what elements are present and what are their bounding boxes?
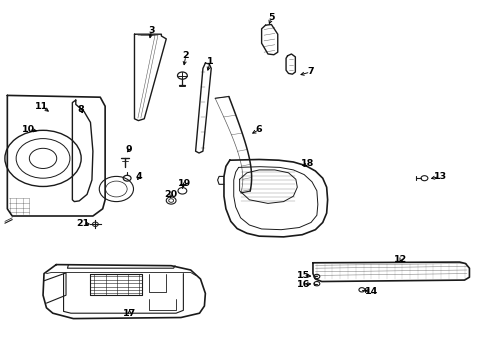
Text: 1: 1 — [206, 57, 213, 66]
Text: 3: 3 — [148, 26, 155, 35]
Text: 9: 9 — [125, 145, 132, 154]
Text: 11: 11 — [35, 102, 48, 111]
Text: 14: 14 — [364, 287, 378, 296]
Text: 5: 5 — [267, 13, 274, 22]
Text: 19: 19 — [178, 179, 191, 188]
Text: 6: 6 — [255, 125, 262, 134]
Text: 2: 2 — [182, 51, 189, 60]
Text: 16: 16 — [296, 280, 309, 289]
Text: 15: 15 — [296, 271, 309, 280]
Text: 10: 10 — [22, 125, 35, 134]
Text: 4: 4 — [136, 172, 142, 181]
Text: 8: 8 — [77, 105, 84, 114]
Text: 17: 17 — [122, 309, 136, 318]
Text: 18: 18 — [301, 159, 314, 168]
Text: 13: 13 — [433, 172, 446, 181]
Text: 12: 12 — [393, 255, 407, 264]
Text: 7: 7 — [306, 68, 313, 77]
Text: 21: 21 — [76, 219, 90, 228]
Text: 20: 20 — [164, 190, 177, 199]
